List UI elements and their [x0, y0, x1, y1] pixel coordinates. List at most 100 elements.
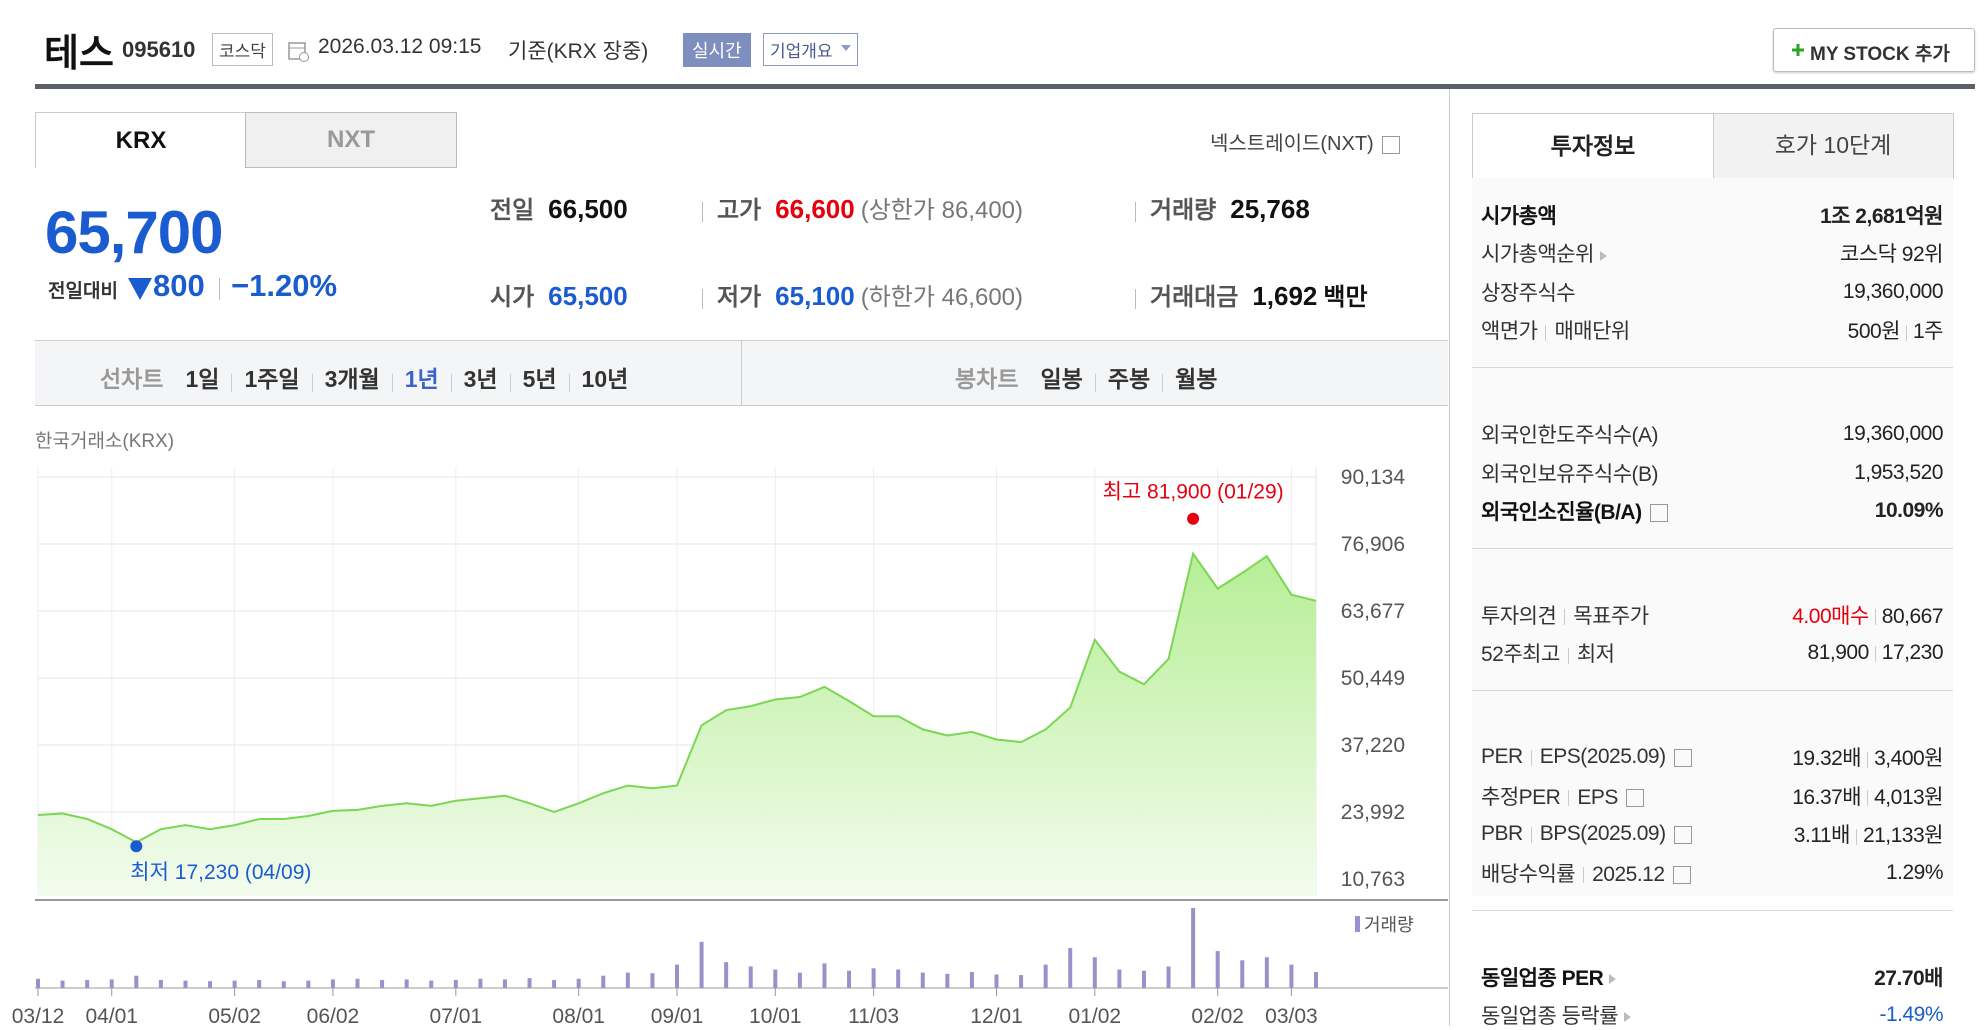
tab-divider: [741, 341, 742, 405]
chart-tab[interactable]: 일봉: [1040, 366, 1083, 392]
tab-group-label: 봉차트: [955, 366, 1019, 392]
value-part: 1.29%: [1885, 860, 1944, 884]
item-label: 고가: [717, 197, 762, 224]
volume-bar: [1314, 972, 1318, 988]
x-tick-label: 12/01: [970, 1005, 1023, 1026]
help-icon[interactable]: [1672, 866, 1691, 885]
row-value: 16.37배 4,013원: [1792, 781, 1943, 811]
item-sep: [702, 288, 703, 309]
row-label: 외국인소진율(B/A): [1481, 496, 1668, 526]
nxt-tab[interactable]: NXT: [245, 112, 457, 168]
value-part: 4,013원: [1874, 785, 1943, 809]
volume-bar: [576, 978, 581, 988]
value-part: 17,230: [1881, 641, 1944, 665]
realtime-badge[interactable]: 실시간: [683, 33, 751, 67]
chart-tab[interactable]: 10년: [581, 366, 629, 392]
change-rate: −1.20%: [231, 268, 338, 303]
nxt-link[interactable]: 넥스트레이드(NXT): [1210, 127, 1400, 156]
orderbook-tab[interactable]: 호가 10단계: [1774, 132, 1892, 158]
chart-tab[interactable]: 5년: [522, 366, 557, 392]
label-part: BPS(2025.09): [1539, 822, 1666, 846]
chart-tab[interactable]: 월봉: [1175, 366, 1218, 392]
label-part: EPS: [1577, 785, 1618, 809]
item-value: 65,100: [775, 281, 855, 311]
help-icon: [1381, 135, 1400, 154]
item-label: 저가: [717, 284, 762, 311]
chart-tab[interactable]: 1년: [404, 366, 439, 392]
item-note: (하한가 46,600): [860, 284, 1024, 311]
calendar-icon: [288, 42, 309, 62]
info-row: 추정PER EPS 16.37배 4,013원: [1481, 781, 1943, 811]
item-value: 65,500: [548, 281, 628, 311]
label-part: 동일업종 등락률: [1481, 1005, 1619, 1028]
arrow-shape: [1624, 1012, 1632, 1023]
invest-info-tab[interactable]: 투자정보: [1472, 113, 1714, 179]
group-sep: [1472, 548, 1953, 549]
row-value: 19.32배 3,400원: [1792, 742, 1943, 772]
low-label: 최저 17,230 (04/09): [130, 861, 311, 884]
volume-bar: [257, 980, 262, 988]
row-label: 시가총액순위: [1481, 238, 1608, 268]
label-part: 상장주식수: [1481, 281, 1576, 305]
x-tick-label: 08/01: [552, 1005, 605, 1026]
help-icon[interactable]: [1673, 748, 1692, 767]
value-sep: [1867, 751, 1869, 768]
volume-bar: [724, 962, 729, 988]
label-part: 목표주가: [1573, 605, 1649, 628]
row-value: 1,953,520: [1854, 461, 1943, 485]
volume-bar: [355, 978, 360, 988]
volume-bar: [453, 980, 458, 988]
info-row: 액면가 매매단위 500원 1주: [1481, 315, 1944, 345]
chart-tab[interactable]: 3년: [463, 366, 498, 392]
volume-bar: [1289, 964, 1294, 988]
label-part: 외국인소진율(B/A): [1481, 501, 1642, 524]
volume-bar: [1141, 970, 1146, 988]
volume-bar: [232, 980, 237, 988]
volume-bar: [1068, 948, 1073, 988]
company-info-button[interactable]: 기업개요: [763, 33, 858, 66]
volume-bar: [158, 980, 163, 988]
value-part: 16.37배: [1792, 785, 1862, 809]
label-part: 추정PER: [1481, 785, 1561, 809]
value-part: 80,667: [1881, 605, 1944, 628]
volume-bar: [1117, 969, 1122, 988]
label-part: 외국인한도주식수(A): [1481, 424, 1659, 448]
value-sep: [1874, 609, 1876, 626]
my-stock-button[interactable]: MY STOCK 추가: [1773, 28, 1975, 72]
chart-tab[interactable]: 1일: [185, 366, 220, 392]
y-tick-label: 23,992: [1341, 801, 1405, 824]
row-value: 4.00매수 80,667: [1792, 600, 1943, 630]
info-row: 동일업종 등락률 -1.49%: [1481, 1000, 1943, 1030]
volume-bar: [208, 981, 213, 988]
chart-tab[interactable]: 3개월: [324, 366, 380, 392]
tab-sep: [391, 373, 393, 392]
volume-bar: [625, 972, 630, 988]
x-tick-label: 02/02: [1191, 1005, 1244, 1026]
row-label: 동일업종 등락률: [1481, 1000, 1632, 1030]
row-label: 외국인보유주식수(B): [1481, 458, 1659, 488]
datetime: 2026.03.12 09:15: [318, 35, 482, 58]
info-row: 배당수익률 2025.12 1.29%: [1481, 858, 1944, 888]
volume-bar: [601, 975, 606, 988]
value-part: 19,360,000: [1842, 279, 1944, 303]
krx-tab[interactable]: KRX: [35, 112, 247, 168]
volume-bar: [1092, 957, 1097, 988]
label-part: 최저: [1576, 643, 1615, 667]
help-icon[interactable]: [1649, 504, 1668, 523]
tab-sep: [311, 373, 313, 392]
down-triangle: [128, 278, 152, 300]
volume-bar: [502, 979, 507, 988]
stock-name: 테스: [44, 33, 114, 75]
x-tick-label: 03/12: [12, 1005, 65, 1026]
label-sep: [1530, 749, 1532, 766]
help-icon[interactable]: [1625, 789, 1644, 808]
volume-bar: [552, 980, 557, 988]
chart-tab[interactable]: 주봉: [1107, 366, 1151, 392]
help-icon[interactable]: [1673, 825, 1692, 844]
volume-bar: [527, 978, 532, 988]
volume-bar: [945, 973, 950, 988]
chart-tab[interactable]: 1주일: [244, 366, 300, 392]
label-sep: [1583, 867, 1585, 884]
value-part: 4.00매수: [1792, 605, 1869, 628]
volume-bar: [330, 979, 335, 988]
